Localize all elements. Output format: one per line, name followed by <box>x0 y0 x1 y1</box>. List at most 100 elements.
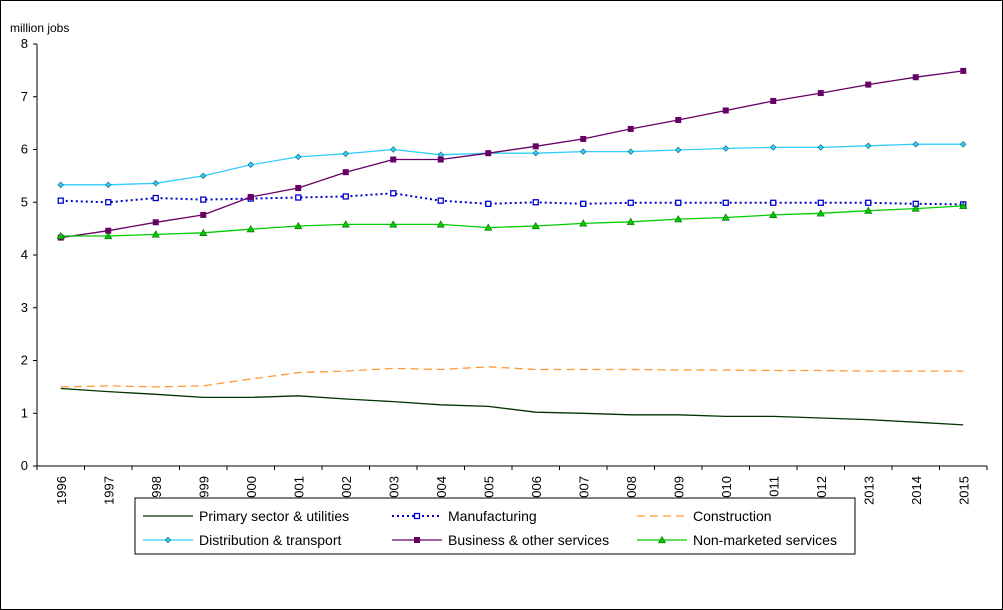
x-tick-label: 2014 <box>909 476 924 505</box>
data-point <box>247 161 254 169</box>
data-point <box>436 220 445 228</box>
legend-label: Business & other services <box>448 532 609 548</box>
data-point <box>151 230 160 238</box>
y-tick-label: 2 <box>21 353 28 368</box>
data-point <box>816 209 825 217</box>
legend-label: Distribution & transport <box>199 532 342 548</box>
data-point <box>865 199 872 206</box>
y-tick-label: 5 <box>21 194 28 209</box>
x-tick-label: 1997 <box>101 476 116 505</box>
legend: Primary sector & utilities Manufacturing C… <box>134 497 856 555</box>
data-point <box>911 204 920 212</box>
data-point <box>532 149 539 157</box>
y-axis-unit-label: million jobs <box>10 21 69 35</box>
data-point <box>485 150 492 157</box>
legend-entry: Primary sector & utilities <box>143 508 349 524</box>
data-point <box>580 148 587 155</box>
data-point <box>152 194 159 202</box>
series-primary-sector-utilities <box>60 387 964 426</box>
data-point <box>531 221 540 230</box>
series-layer <box>56 67 968 426</box>
data-point <box>770 97 777 104</box>
legend-label: Primary sector & utilities <box>199 508 349 524</box>
legend-marker <box>414 537 420 543</box>
data-point <box>674 215 683 223</box>
data-point <box>960 67 967 74</box>
legend-label: Construction <box>693 508 772 524</box>
y-tick-label: 3 <box>21 300 28 315</box>
data-point <box>295 194 302 201</box>
data-point <box>722 199 729 206</box>
series-manufacturing <box>57 190 967 208</box>
data-point <box>56 231 65 240</box>
data-point <box>627 148 634 155</box>
data-point <box>532 143 539 150</box>
data-point <box>675 146 682 154</box>
y-tick-label: 7 <box>21 89 28 104</box>
data-point <box>294 221 303 230</box>
data-point <box>390 190 397 197</box>
data-point <box>295 153 302 161</box>
data-point <box>580 200 587 207</box>
series-distribution-transport <box>57 141 967 189</box>
data-point <box>627 199 634 206</box>
data-point <box>864 206 873 214</box>
series-line <box>60 143 964 186</box>
legend-entry: Non-marketed services <box>637 532 837 548</box>
data-point <box>817 199 824 206</box>
x-tick-label: 2015 <box>956 476 971 505</box>
data-point <box>295 185 302 192</box>
data-point <box>200 172 207 180</box>
series-business-other-services <box>57 67 967 241</box>
data-point <box>626 217 635 225</box>
data-point <box>817 90 824 97</box>
legend-entry: Distribution & transport <box>143 532 342 548</box>
data-point <box>247 193 254 200</box>
series-line <box>60 205 964 237</box>
legend-entry: Business & other services <box>392 532 609 548</box>
data-point <box>722 107 729 114</box>
data-point <box>437 197 444 204</box>
legend-box <box>134 497 856 555</box>
data-point <box>390 146 397 153</box>
data-point <box>770 144 777 151</box>
legend-marker <box>657 535 667 544</box>
data-point <box>675 199 682 206</box>
y-tick-label: 4 <box>21 247 28 262</box>
data-point <box>152 180 159 187</box>
data-point <box>770 199 777 206</box>
series-line <box>60 387 964 426</box>
legend-marker <box>413 512 421 520</box>
data-point <box>722 145 729 152</box>
data-point <box>105 199 112 206</box>
series-line <box>60 192 964 206</box>
legend-entry: Construction <box>637 508 772 524</box>
y-tick-label: 0 <box>21 458 28 473</box>
data-point <box>959 201 968 210</box>
data-point <box>389 220 398 228</box>
legend-label: Manufacturing <box>448 508 537 524</box>
data-point <box>675 116 682 123</box>
data-point <box>105 181 112 189</box>
data-point <box>57 181 64 189</box>
data-point <box>627 125 634 132</box>
series-non-marketed-services <box>56 201 968 240</box>
data-point <box>817 144 824 151</box>
y-tick-label: 8 <box>21 36 28 51</box>
data-point <box>341 220 350 228</box>
y-tick-label: 1 <box>21 405 28 420</box>
y-tick-label: 6 <box>21 142 28 157</box>
data-point <box>769 210 778 219</box>
data-point <box>342 150 349 157</box>
data-point <box>200 196 207 203</box>
data-point <box>532 199 539 206</box>
data-point <box>246 225 255 233</box>
data-point <box>579 219 588 227</box>
data-point <box>104 231 113 240</box>
data-point <box>200 211 207 218</box>
data-point <box>437 156 444 163</box>
series-line <box>60 366 964 388</box>
data-point <box>580 135 587 142</box>
